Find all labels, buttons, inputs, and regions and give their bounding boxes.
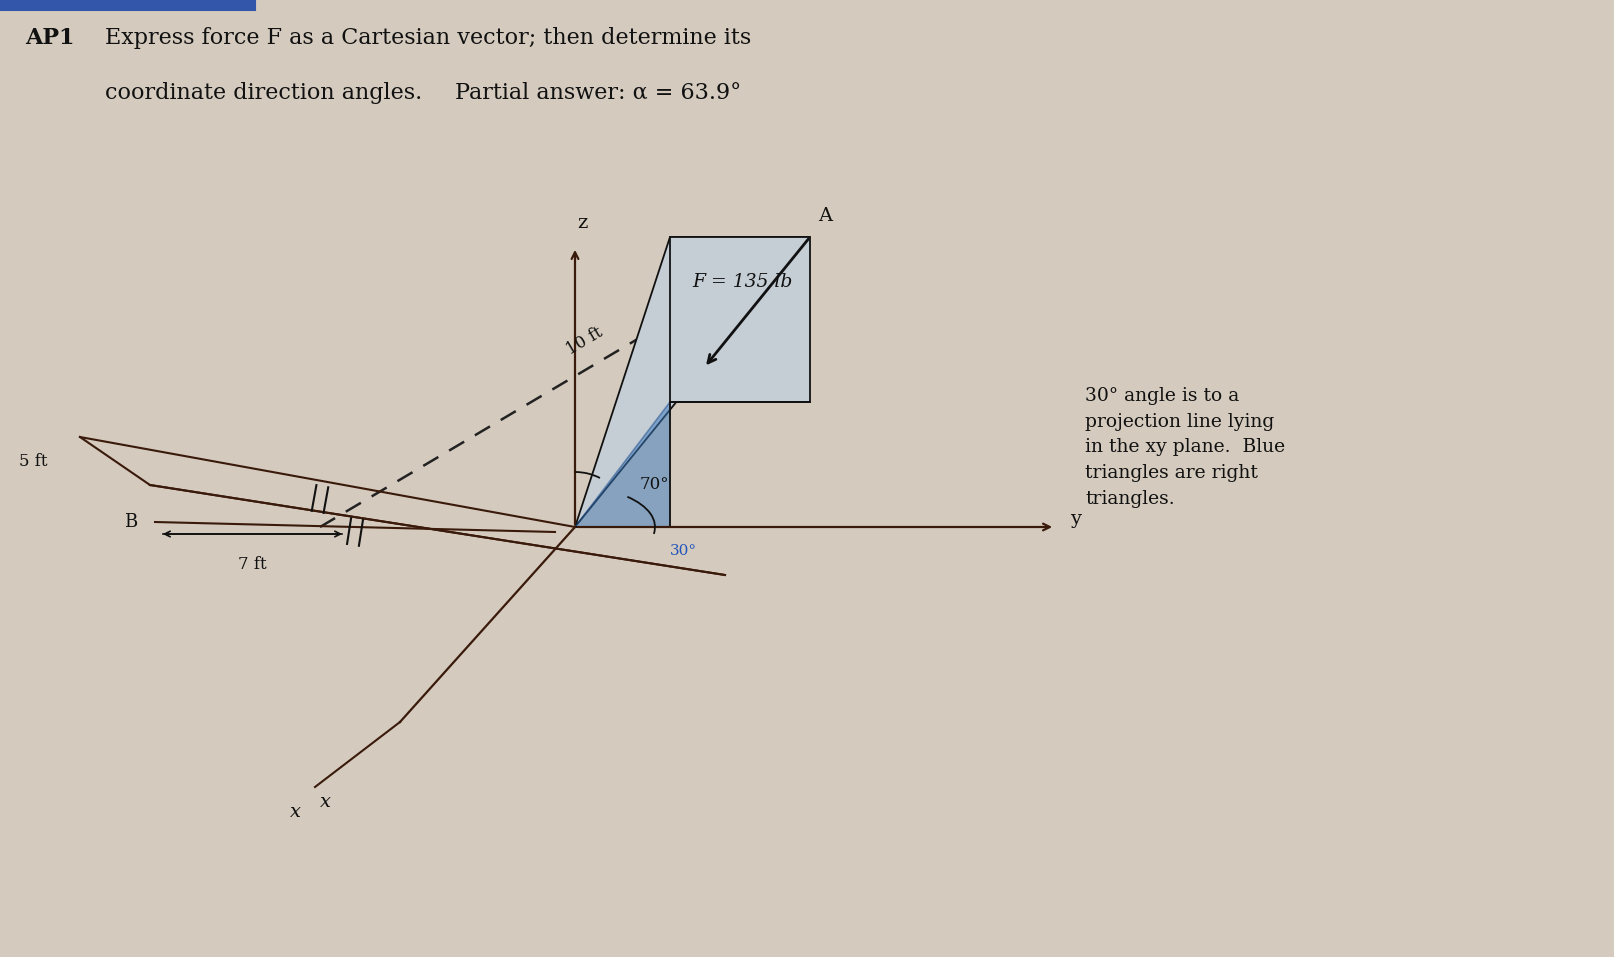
Text: 30° angle is to a
projection line lying
in the xy plane.  Blue
triangles are rig: 30° angle is to a projection line lying … [1085, 387, 1285, 508]
Text: x: x [289, 803, 300, 821]
Text: F = 135 lb: F = 135 lb [692, 273, 792, 291]
Polygon shape [575, 237, 810, 527]
Text: Express force F as a Cartesian vector; then determine its: Express force F as a Cartesian vector; t… [105, 27, 751, 49]
Text: AP1: AP1 [24, 27, 74, 49]
Text: A: A [818, 207, 833, 225]
Polygon shape [670, 237, 810, 402]
Text: Partial answer: α = 63.9°: Partial answer: α = 63.9° [455, 82, 741, 104]
Text: 10 ft: 10 ft [563, 324, 607, 359]
Text: coordinate direction angles.: coordinate direction angles. [105, 82, 423, 104]
Text: x: x [320, 793, 331, 811]
Text: 7 ft: 7 ft [239, 556, 266, 573]
Text: 70°: 70° [641, 476, 670, 493]
Text: 5 ft: 5 ft [19, 453, 48, 470]
Text: y: y [1070, 510, 1081, 528]
Polygon shape [575, 402, 670, 527]
Text: 30°: 30° [670, 544, 697, 558]
Text: z: z [576, 214, 587, 232]
Text: B: B [124, 513, 137, 531]
